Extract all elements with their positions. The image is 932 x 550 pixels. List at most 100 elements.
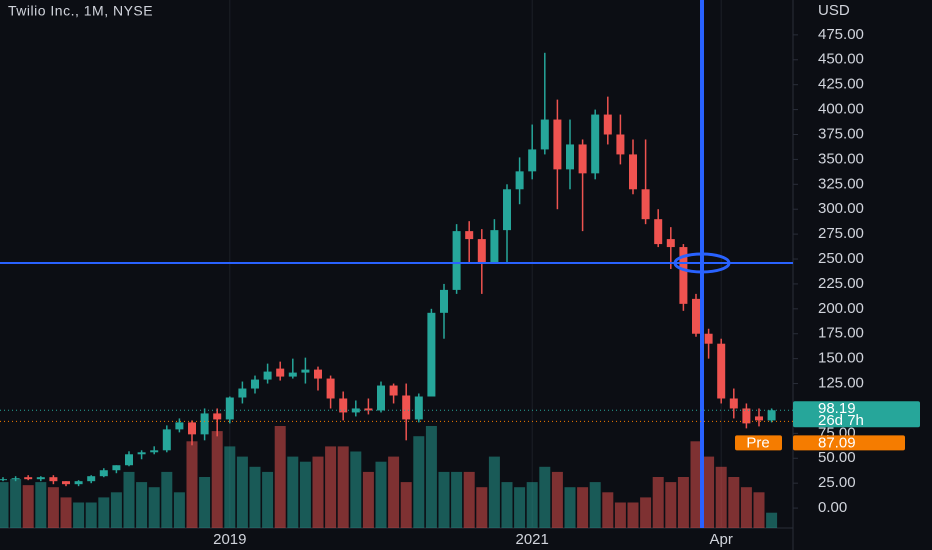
volume-bar <box>47 487 59 528</box>
volume-bar <box>22 485 34 528</box>
x-tick-label: Apr <box>710 531 733 548</box>
volume-bar <box>110 492 122 528</box>
volume-bar <box>488 456 500 528</box>
candle-body <box>729 398 738 409</box>
candle-body <box>225 397 234 420</box>
y-tick-label: 225.00 <box>818 275 864 292</box>
volume-bar <box>236 456 248 528</box>
candle-body <box>515 171 524 190</box>
volume-bar <box>161 471 173 528</box>
y-tick-label: 300.00 <box>818 200 864 217</box>
candle-body <box>616 134 625 155</box>
volume-bar <box>262 471 274 528</box>
y-tick-label: 250.00 <box>818 250 864 267</box>
volume-bar <box>438 471 450 528</box>
candle-body <box>402 395 411 420</box>
volume-bar <box>136 482 148 528</box>
candle-body <box>112 465 121 471</box>
volume-bar <box>325 446 337 528</box>
volume-bar <box>362 471 374 528</box>
candle-body <box>301 369 310 373</box>
volume-bar <box>551 471 563 528</box>
y-tick-label: 325.00 <box>818 175 864 192</box>
candle-body <box>717 343 726 399</box>
candle-body <box>591 114 600 174</box>
y-tick-label: 125.00 <box>818 375 864 392</box>
volume-bar <box>677 477 689 528</box>
volume-bar <box>0 482 9 528</box>
candle-body <box>666 239 675 248</box>
countdown-label: 26d 7h <box>818 412 864 429</box>
volume-bar <box>224 446 236 528</box>
volume-bar <box>589 482 601 528</box>
candle-body <box>440 289 448 313</box>
candle-body <box>188 422 196 435</box>
candle-body <box>553 119 562 170</box>
candle-body <box>326 378 335 399</box>
volume-bar <box>400 482 412 528</box>
volume-bar <box>514 487 526 528</box>
volume-bar <box>312 456 324 528</box>
candle-body <box>288 372 297 377</box>
volume-bar <box>476 487 488 528</box>
volume-bar <box>388 456 400 528</box>
candle-body <box>175 422 184 430</box>
candle-body <box>755 416 763 421</box>
y-tick-label: 450.00 <box>818 51 864 68</box>
volume-bar <box>60 497 72 528</box>
candle-body <box>351 408 360 413</box>
volume-bar <box>451 471 463 528</box>
last-price-label: 98.19 <box>818 400 856 417</box>
y-tick-label: 350.00 <box>818 150 864 167</box>
candle-body <box>629 154 637 190</box>
candle-body <box>314 369 322 379</box>
volume-bar <box>249 466 261 528</box>
candle-body <box>490 230 499 263</box>
candle-body <box>339 398 348 413</box>
volume-bar <box>577 487 589 528</box>
volume-bar <box>690 441 702 528</box>
volume-bar <box>98 497 110 528</box>
candle-body <box>641 189 650 220</box>
candle-body <box>137 452 146 455</box>
volume-bar <box>148 487 160 528</box>
candle-body <box>414 396 423 420</box>
pre-price-label: 87.09 <box>818 434 856 451</box>
candle-body <box>528 149 537 172</box>
volume-bar <box>501 482 513 528</box>
y-tick-label: 400.00 <box>818 101 864 118</box>
candle-body <box>377 385 385 411</box>
candle-body <box>603 114 612 135</box>
y-tick-label: 425.00 <box>818 76 864 93</box>
last-price-box <box>793 401 920 428</box>
candle-body <box>427 312 436 397</box>
candle-body <box>125 454 133 466</box>
y-tick-label: 275.00 <box>818 225 864 242</box>
y-tick-label: 25.00 <box>818 474 856 491</box>
candle-body <box>276 368 285 377</box>
volume-bar <box>715 466 727 528</box>
y-tick-label: 475.00 <box>818 26 864 43</box>
y-tick-label: 375.00 <box>818 125 864 142</box>
volume-bar <box>350 451 362 528</box>
volume-bar <box>85 502 97 528</box>
volume-bar <box>740 487 752 528</box>
volume-bar <box>10 479 22 528</box>
candle-body <box>251 379 259 389</box>
candle-body <box>692 298 700 334</box>
candle-body <box>452 231 461 290</box>
candle-body <box>767 410 776 421</box>
candle-body <box>263 371 272 380</box>
volume-bar <box>337 446 349 528</box>
candle-body <box>679 247 688 304</box>
x-tick-label: 2021 <box>516 531 549 548</box>
candle-body <box>200 413 209 435</box>
candle-body <box>24 477 33 480</box>
volume-bar <box>614 502 626 528</box>
y-tick-label: 175.00 <box>818 325 864 342</box>
volume-bar <box>425 426 437 528</box>
volume-bar <box>463 471 475 528</box>
volume-bar <box>640 497 652 528</box>
volume-bar <box>665 482 677 528</box>
candle-body <box>162 429 171 451</box>
